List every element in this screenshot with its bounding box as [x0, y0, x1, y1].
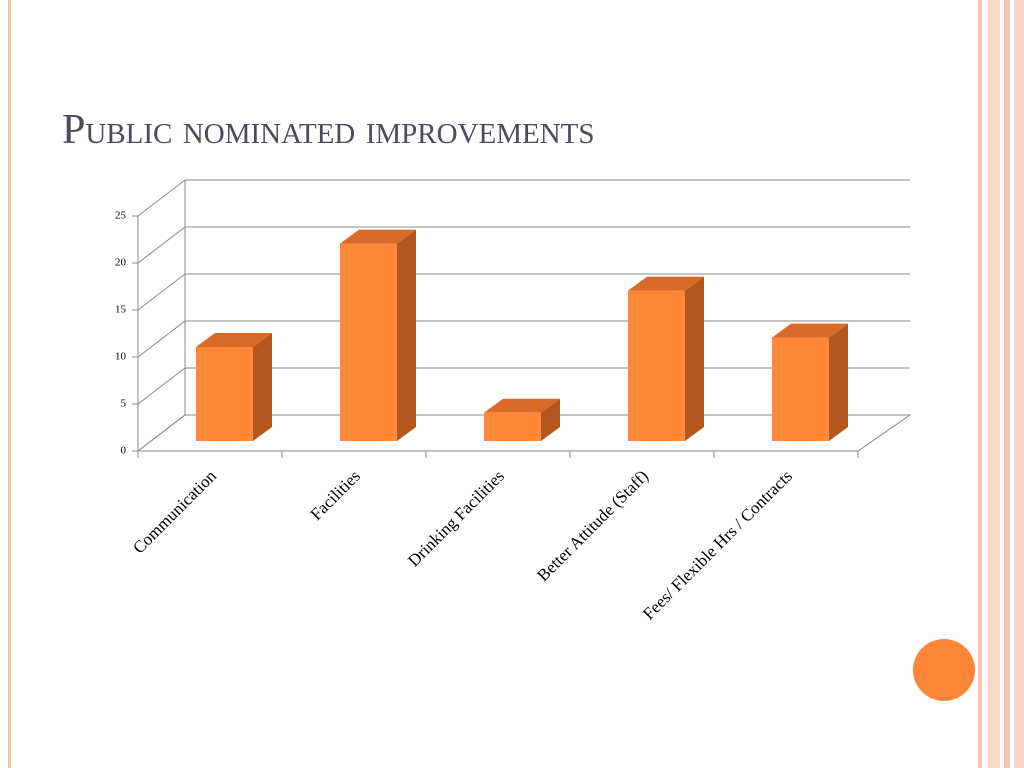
right-stripe [978, 0, 982, 768]
y-tick-label: 20 [115, 257, 127, 269]
slide-title: Public nominated improvements [62, 107, 595, 153]
bar-top [340, 229, 416, 244]
left-stripe [8, 0, 11, 768]
bar-side [829, 323, 848, 441]
right-stripe [1004, 0, 1010, 768]
y-tick-label: 25 [115, 210, 127, 222]
grid-line [137, 226, 910, 264]
y-tick-label: 0 [121, 445, 127, 457]
bar-front [340, 243, 397, 441]
bar [628, 276, 704, 441]
bar-side [253, 333, 272, 441]
bar [340, 229, 416, 441]
bar-front [484, 412, 541, 441]
bar-side [685, 276, 704, 441]
bar-top [628, 276, 704, 291]
grid-line [137, 179, 910, 217]
bar-side [541, 398, 560, 441]
bar [772, 323, 848, 441]
bar-front [772, 337, 829, 441]
bar-side [397, 229, 416, 441]
right-stripe [1014, 0, 1024, 768]
decor-circle [913, 639, 975, 701]
bar-top [772, 323, 848, 338]
bar-top [196, 333, 272, 347]
bar-front [628, 290, 685, 441]
bar [484, 398, 560, 441]
bar [196, 333, 272, 441]
y-tick-label: 5 [121, 398, 127, 410]
grid-line [137, 273, 910, 311]
right-stripe [988, 0, 1000, 768]
y-tick-label: 15 [115, 304, 127, 316]
bar-front [196, 347, 253, 441]
y-tick-label: 10 [115, 351, 127, 363]
bar-top [484, 398, 560, 413]
